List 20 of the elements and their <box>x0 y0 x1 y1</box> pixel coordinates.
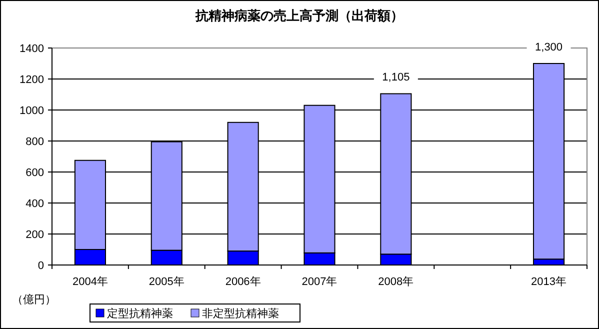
y-tick-label: 800 <box>26 136 44 148</box>
y-tick-label: 400 <box>26 198 44 210</box>
x-tick-label: 2013年 <box>531 276 567 288</box>
chart-title: 抗精神病薬の売上高予測（出荷額） <box>194 8 404 23</box>
y-tick-label: 1400 <box>20 43 44 55</box>
y-tick-label: 600 <box>26 167 44 179</box>
x-tick-label: 2004年 <box>72 276 108 288</box>
y-axis-title: （億円） <box>12 293 56 306</box>
y-tick-label: 1000 <box>20 105 44 117</box>
x-tick-label: 2006年 <box>225 276 261 288</box>
y-tick-label: 200 <box>26 229 44 241</box>
y-tick-label: 1200 <box>20 74 44 86</box>
total-label: 1,300 <box>535 42 563 54</box>
x-tick-label: 2007年 <box>302 276 338 288</box>
legend-label: 定型抗精神薬 <box>107 307 173 320</box>
total-label: 1,105 <box>382 72 410 84</box>
x-tick-label: 2005年 <box>148 276 184 288</box>
legend-label: 非定型抗精神薬 <box>202 307 279 320</box>
x-tick-label: 2008年 <box>378 276 414 288</box>
y-tick-label: 0 <box>38 260 44 272</box>
